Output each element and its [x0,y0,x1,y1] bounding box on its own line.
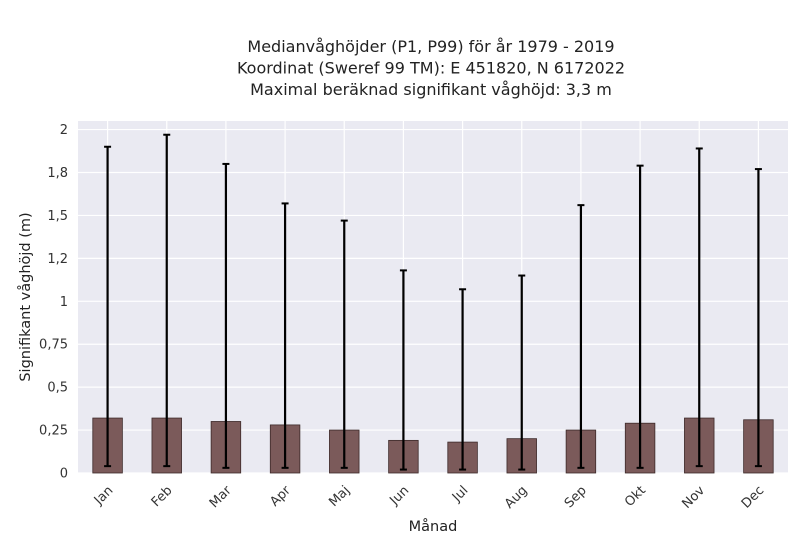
x-axis-label: Månad [409,518,458,535]
error-bar-dec [754,168,762,468]
error-bar-feb [163,133,171,468]
error-bar-nov [695,147,703,468]
error-bar-mar [222,162,230,469]
x-axis: Jan Feb Mar Apr Maj Jun Jul Aug Sep Okt Nov Dec [91,483,767,512]
chart-title: Medianvåghöjder (P1, P99) för år 1979 - … [237,37,625,99]
y-tick-label: 2 [60,123,68,138]
error-bar-aug [518,274,526,471]
x-tick-label-okt: Okt [622,483,649,510]
y-tick-label: 1,8 [47,166,68,181]
error-bar-jan [104,145,112,468]
error-bar-sep [577,204,585,469]
x-tick-label-jan: Jan [91,483,116,508]
x-tick-label-jun: Jun [387,483,413,509]
x-tick-label-dec: Dec [739,483,767,511]
x-tick-label-jul: Jul [449,483,471,505]
y-axis: 0 0,25 0,5 0,75 1 1,2 1,5 1,8 2 [39,123,68,481]
x-tick-label-nov: Nov [680,483,709,512]
y-axis-label: Signifikant våghöjd (m) [17,212,34,381]
error-bar-maj [340,219,348,469]
error-bar-apr [281,202,289,469]
x-tick-label-sep: Sep [562,483,590,511]
y-tick-label: 0,5 [47,381,68,396]
y-tick-label: 0,75 [39,338,68,353]
plot-area [78,121,788,473]
error-bar-jun [399,269,407,471]
y-tick-label: 0,25 [39,424,68,439]
x-tick-label-aug: Aug [502,483,531,512]
error-bar-okt [636,164,644,469]
x-tick-label-apr: Apr [267,483,294,510]
y-tick-label: 1,5 [47,209,68,224]
error-bars [104,133,762,471]
y-tick-label: 1 [60,295,68,310]
y-tick-label: 1,2 [47,252,68,267]
title-line-3: Maximal beräknad signifikant våghöjd: 3,… [250,80,612,99]
error-bar-jul [459,288,467,471]
title-line-1: Medianvåghöjder (P1, P99) för år 1979 - … [247,37,614,56]
x-tick-label-feb: Feb [149,483,176,510]
x-tick-label-maj: Maj [326,483,353,510]
y-tick-label: 0 [60,467,68,482]
x-tick-label-mar: Mar [207,483,235,511]
title-line-2: Koordinat (Sweref 99 TM): E 451820, N 61… [237,59,625,78]
